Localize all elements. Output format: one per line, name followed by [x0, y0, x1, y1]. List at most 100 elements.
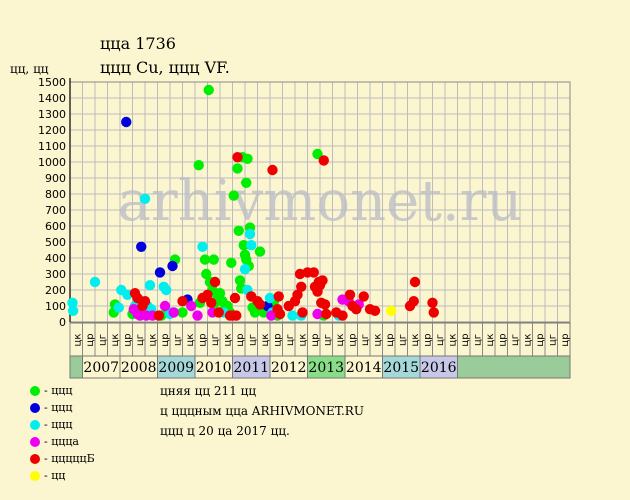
legend-swatch: [30, 403, 40, 413]
data-point: [238, 240, 249, 251]
y-tick-label: 800: [45, 188, 66, 201]
data-point: [386, 305, 397, 316]
legend-item: - цц: [30, 469, 65, 482]
half-label: цк: [372, 334, 383, 347]
data-point: [232, 163, 243, 174]
data-point: [239, 264, 251, 275]
data-point: [254, 299, 266, 310]
data-point: [89, 276, 101, 288]
year-label: 2007: [83, 360, 119, 376]
legend-label: - цццццБ: [44, 452, 95, 465]
half-label: цг: [510, 334, 521, 346]
data-point: [274, 308, 286, 320]
data-point: [234, 275, 246, 286]
data-point: [206, 297, 217, 308]
half-label: цр: [160, 333, 171, 346]
data-point: [344, 289, 356, 300]
data-point: [409, 276, 421, 288]
data-point: [242, 153, 253, 164]
y-axis-label: цц, цц: [10, 62, 49, 76]
y-tick-label: 200: [45, 284, 66, 297]
y-tick-label: 1000: [38, 156, 66, 169]
half-label: цг: [435, 334, 446, 346]
legend-swatch: [30, 420, 40, 430]
year-label: 2010: [196, 360, 232, 376]
chart-subtitle: ццц Cu, ццц VF.: [100, 58, 230, 77]
half-label: цк: [185, 334, 196, 347]
data-point: [358, 291, 369, 302]
data-point: [264, 292, 276, 304]
sales-count: цняя цц 211 цц: [160, 384, 257, 398]
legend-label: - цццa: [44, 435, 79, 448]
data-point: [153, 310, 164, 321]
data-point: [209, 276, 221, 288]
year-label: 2012: [271, 360, 307, 376]
half-label: цк: [110, 334, 121, 347]
data-point: [161, 284, 172, 296]
y-tick-label: 400: [45, 252, 66, 265]
legend-label: - цц: [44, 469, 66, 482]
half-label: цк: [485, 334, 496, 347]
y-tick-label: 1200: [38, 124, 66, 137]
half-label: цр: [347, 333, 358, 346]
data-point: [246, 240, 257, 251]
data-point: [244, 228, 256, 240]
data-point: [199, 254, 211, 265]
data-point: [186, 300, 197, 312]
data-point: [226, 257, 237, 268]
data-point: [312, 308, 323, 320]
y-tick-label: 700: [45, 204, 66, 217]
data-point: [308, 267, 319, 278]
half-label: цк: [260, 334, 271, 347]
data-point: [241, 177, 252, 188]
half-label: цг: [172, 334, 183, 346]
data-point: [337, 310, 348, 321]
y-tick-labels: 0 100 200 300 400 500 600 700 800 900 1000 1100 1200…: [38, 76, 66, 329]
data-point: [177, 296, 188, 307]
half-label: цг: [285, 334, 296, 346]
half-label: цк: [447, 334, 458, 347]
half-label: цр: [310, 333, 321, 346]
data-point: [428, 307, 439, 318]
half-label: цр: [560, 333, 571, 346]
data-point: [159, 300, 171, 312]
y-tick-label: 0: [59, 316, 66, 329]
legend-label: - ццц: [44, 418, 73, 431]
y-tick-label: 600: [45, 220, 66, 233]
legend-item: - ццц: [30, 401, 72, 414]
data-point: [408, 296, 419, 307]
y-tick-label: 300: [45, 268, 66, 281]
data-point: [177, 307, 188, 318]
data-point: [273, 291, 284, 302]
data-point: [121, 116, 132, 128]
legend-item: - ццц: [30, 418, 72, 431]
y-tick-label: 100: [45, 300, 66, 313]
data-point: [67, 305, 79, 316]
data-point: [154, 267, 166, 278]
data-point: [266, 310, 277, 321]
data-point: [318, 155, 329, 166]
data-point: [144, 280, 156, 291]
data-source: ц цццным ццa ARHIVMONET.RU: [160, 404, 364, 418]
year-cell: [419, 355, 458, 379]
data-point: [267, 164, 278, 176]
data-point: [192, 310, 203, 321]
data-point: [208, 254, 219, 265]
data-point: [312, 148, 323, 160]
half-label: цк: [335, 334, 346, 347]
half-label: цр: [85, 333, 96, 346]
data-point: [113, 302, 124, 313]
data-point: [139, 296, 151, 307]
year-label: 2011: [233, 360, 269, 376]
half-label: цк: [522, 334, 533, 347]
data-point: [168, 307, 179, 318]
data-point: [319, 299, 331, 310]
data-point: [249, 307, 261, 318]
legend-swatch: [30, 454, 40, 464]
year-cell-tail: [457, 355, 571, 379]
data-point: [203, 84, 214, 96]
data-point: [139, 193, 151, 204]
data-point: [321, 308, 332, 320]
data-point: [296, 281, 307, 292]
